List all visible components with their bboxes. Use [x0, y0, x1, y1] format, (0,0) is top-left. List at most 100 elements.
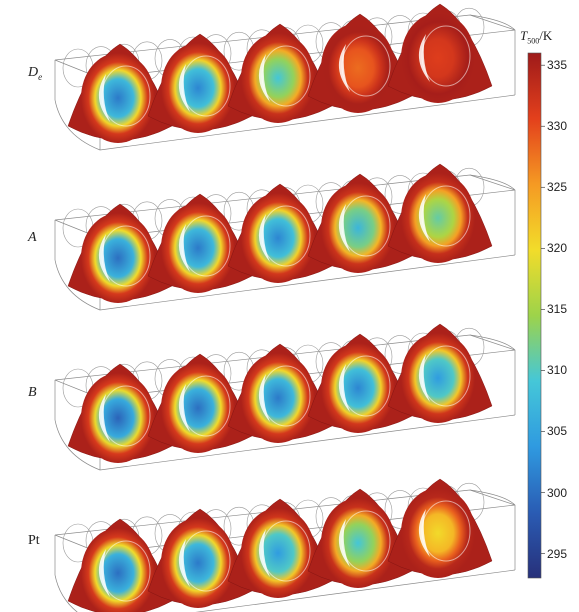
tube-crescent	[338, 204, 350, 252]
colorbar-tick-label: 330	[547, 119, 568, 134]
tube-crescent	[98, 394, 110, 442]
tube-crescent	[258, 374, 270, 422]
tube-outline	[421, 500, 471, 562]
tube-outline	[261, 365, 311, 427]
row-label-3: Pt	[28, 533, 40, 550]
slice-2	[227, 498, 333, 598]
tube-outline	[341, 35, 391, 97]
colorbar-tick-label: 305	[547, 424, 568, 439]
colorbar-symbol: T	[520, 28, 528, 43]
slice-temperature-field	[241, 193, 315, 283]
panel-0	[54, 3, 516, 151]
colorbar-title: T500/K	[520, 28, 552, 46]
row-label-symbol: A	[28, 230, 37, 245]
row-label-symbol: B	[28, 385, 37, 400]
colorbar-gradient	[527, 52, 542, 579]
colorbar-tick-label: 320	[547, 241, 568, 256]
tube-crescent	[338, 519, 350, 567]
tube-outline	[421, 345, 471, 407]
row-label-1: A	[28, 230, 37, 247]
slice-1	[147, 353, 253, 453]
row-label-0: De	[28, 65, 42, 82]
colorbar-tick-label: 300	[547, 485, 568, 500]
slice-0	[67, 203, 173, 303]
tube-crescent	[178, 384, 190, 432]
tube-crescent	[418, 354, 430, 402]
tube-crescent	[98, 549, 110, 597]
tube-outline	[341, 510, 391, 572]
panel-1	[54, 163, 516, 311]
slice-temperature-field	[401, 333, 475, 423]
tube-outline	[101, 225, 151, 287]
row-label-subscript: e	[38, 71, 43, 82]
slice-temperature-field	[321, 183, 395, 273]
tube-crescent	[338, 364, 350, 412]
tube-crescent	[98, 74, 110, 122]
slice-0	[67, 43, 173, 143]
tube-crescent	[178, 64, 190, 112]
slice-0	[67, 363, 173, 463]
tube-crescent	[418, 34, 430, 82]
tube-outline	[181, 530, 231, 592]
colorbar-tick-label: 295	[547, 546, 568, 561]
slice-temperature-field	[81, 53, 155, 143]
tube-outline	[261, 205, 311, 267]
slice-temperature-field	[401, 173, 475, 263]
tube-crescent	[418, 509, 430, 557]
slice-temperature-field	[401, 488, 475, 578]
tube-crescent	[178, 539, 190, 587]
panel-3	[54, 478, 516, 612]
slice-3	[307, 13, 413, 113]
slice-temperature-field	[321, 343, 395, 433]
tube-crescent	[418, 194, 430, 242]
tube-outline	[261, 45, 311, 107]
tube-crescent	[258, 529, 270, 577]
colorbar-tick-label: 315	[547, 302, 568, 317]
tube-outline	[101, 385, 151, 447]
slice-2	[227, 183, 333, 283]
slice-temperature-field	[241, 508, 315, 598]
slice-4	[387, 163, 493, 263]
slice-2	[227, 23, 333, 123]
tube-crescent	[258, 214, 270, 262]
slice-4	[387, 323, 493, 423]
colorbar-subscript: 500	[527, 36, 540, 46]
colorbar	[527, 52, 545, 579]
slice-3	[307, 333, 413, 433]
row-label-2: B	[28, 385, 37, 402]
tube-crescent	[98, 234, 110, 282]
row-label-symbol: D	[28, 65, 39, 80]
slice-temperature-field	[81, 528, 155, 612]
slice-2	[227, 343, 333, 443]
tube-crescent	[338, 44, 350, 92]
tube-outline	[101, 65, 151, 127]
slice-0	[67, 518, 173, 612]
tube-outline	[101, 540, 151, 602]
tube-outline	[421, 185, 471, 247]
slice-temperature-field	[81, 373, 155, 463]
channel-wireframe	[54, 489, 516, 612]
slice-4	[387, 478, 493, 578]
tube-outline	[181, 55, 231, 117]
tube-crescent	[258, 54, 270, 102]
slice-temperature-field	[241, 353, 315, 443]
slice-3	[307, 488, 413, 588]
tube-outline	[261, 520, 311, 582]
colorbar-tick-label: 325	[547, 180, 568, 195]
slice-temperature-field	[161, 43, 235, 133]
colorbar-unit: /K	[539, 28, 553, 43]
tube-outline	[341, 195, 391, 257]
colorbar-tick-label: 335	[547, 58, 568, 73]
row-label-symbol: Pt	[28, 533, 40, 548]
slice-temperature-field	[161, 203, 235, 293]
colorbar-tick-label: 310	[547, 363, 568, 378]
slice-4	[387, 3, 493, 103]
slice-3	[307, 173, 413, 273]
tube-outline	[421, 25, 471, 87]
tube-crescent	[178, 224, 190, 272]
slice-1	[147, 508, 253, 608]
panel-2	[54, 323, 516, 471]
slice-temperature-field	[401, 13, 475, 103]
slice-temperature-field	[161, 518, 235, 608]
